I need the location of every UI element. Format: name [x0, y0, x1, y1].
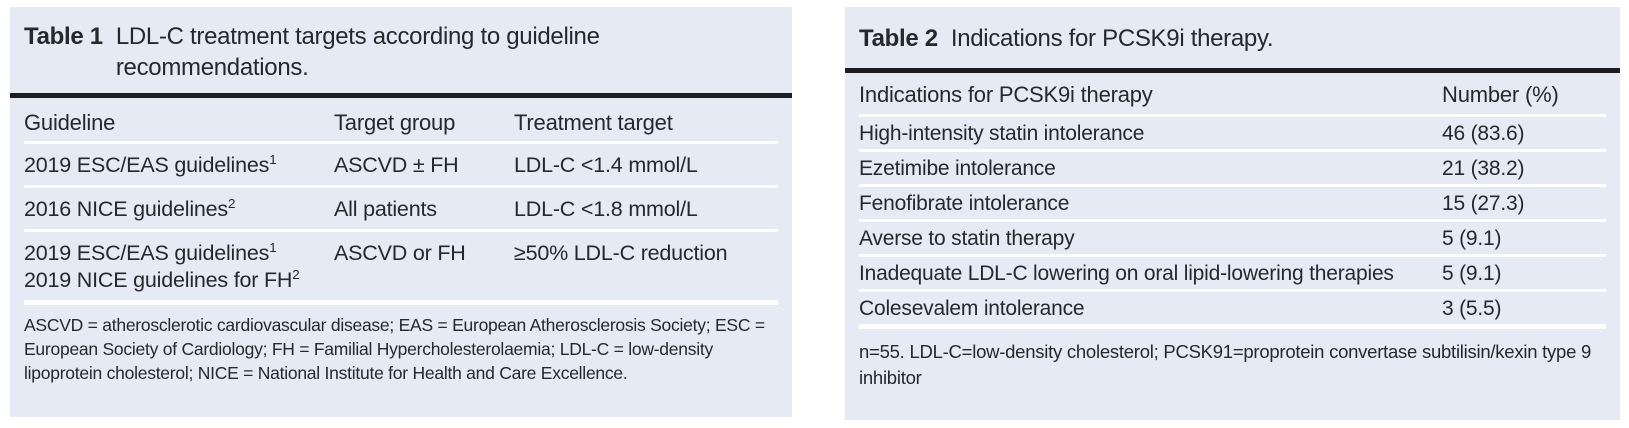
table2-top-rule: [845, 68, 1620, 73]
guideline-text: 2019 NICE guidelines for FH: [24, 268, 293, 292]
cell-guideline: 2016 NICE guidelines2: [24, 196, 334, 223]
cell-number: 15 (27.3): [1442, 192, 1525, 215]
guideline-text: 2019 ESC/EAS guidelines: [24, 153, 270, 177]
table-row: 2019 ESC/EAS guidelines1 ASCVD ± FH LDL-…: [24, 144, 778, 188]
cell-number: 21 (38.2): [1442, 157, 1525, 180]
cell-number: 5 (9.1): [1442, 227, 1502, 250]
table1-footnote: ASCVD = atherosclerotic cardiovascular d…: [24, 315, 765, 383]
column-header-treatment-target: Treatment target: [514, 110, 673, 135]
table-row: Ezetimibe intolerance 21 (38.2): [859, 152, 1606, 187]
table2-caption: Table 2 Indications for PCSK9i therapy.: [845, 7, 1620, 68]
guideline-text: 2019 ESC/EAS guidelines: [24, 241, 270, 265]
table-row: Inadequate LDL-C lowering on oral lipid-…: [859, 257, 1606, 292]
cell-target-group: ASCVD or FH: [334, 241, 466, 265]
table1-header-row: Guideline Target group Treatment target: [24, 98, 778, 144]
cell-treatment-target: LDL-C <1.8 mmol/L: [514, 197, 698, 221]
column-header-number: Number (%): [1442, 82, 1559, 107]
cell-guideline: 2019 ESC/EAS guidelines1: [24, 152, 334, 179]
table2-caption-label: Table 2: [859, 25, 938, 52]
column-header-guideline: Guideline: [24, 110, 116, 135]
table2-panel: Table 2 Indications for PCSK9i therapy. …: [845, 7, 1620, 420]
cell-number: 46 (83.6): [1442, 122, 1525, 145]
cell-indication: Inadequate LDL-C lowering on oral lipid-…: [859, 262, 1394, 285]
table-row: 2016 NICE guidelines2 All patients LDL-C…: [24, 188, 778, 232]
table-row: Averse to statin therapy 5 (9.1): [859, 222, 1606, 257]
cell-number: 3 (5.5): [1442, 297, 1502, 320]
citation-superscript: 2: [292, 266, 300, 282]
column-header-target-group: Target group: [334, 110, 456, 135]
cell-target-group: All patients: [334, 197, 437, 221]
cell-guideline: 2019 ESC/EAS guidelines1 2019 NICE guide…: [24, 240, 334, 294]
guideline-line: 2019 ESC/EAS guidelines1: [24, 240, 334, 267]
citation-superscript: 1: [269, 239, 277, 255]
cell-indication: Ezetimibe intolerance: [859, 157, 1056, 180]
cell-treatment-target: LDL-C <1.4 mmol/L: [514, 153, 698, 177]
table2-content: Indications for PCSK9i therapy Number (%…: [845, 73, 1620, 391]
cell-indication: Colesevalem intolerance: [859, 297, 1085, 320]
guideline-line: 2019 NICE guidelines for FH2: [24, 267, 334, 294]
table1-content: Guideline Target group Treatment target …: [10, 98, 792, 385]
cell-indication: Averse to statin therapy: [859, 227, 1075, 250]
table1-top-rule: [10, 93, 792, 98]
table2-footnote: n=55. LDL-C=low-density cholesterol; PCS…: [859, 341, 1592, 388]
table-row: High-intensity statin intolerance 46 (83…: [859, 117, 1606, 152]
table1-caption: Table 1 LDL-C treatment targets accordin…: [10, 7, 792, 93]
table2-caption-title: Indications for PCSK9i therapy.: [950, 25, 1274, 52]
table-row: Colesevalem intolerance 3 (5.5): [859, 292, 1606, 329]
guideline-text: 2016 NICE guidelines: [24, 197, 228, 221]
table1-caption-label: Table 1: [24, 23, 103, 50]
cell-treatment-target: ≥50% LDL-C reduction: [514, 241, 728, 265]
column-header-indications: Indications for PCSK9i therapy: [859, 82, 1153, 107]
citation-superscript: 1: [269, 151, 277, 167]
table-row: 2019 ESC/EAS guidelines1 2019 NICE guide…: [24, 232, 778, 305]
table1-panel: Table 1 LDL-C treatment targets accordin…: [10, 7, 792, 417]
table2-header-row: Indications for PCSK9i therapy Number (%…: [859, 73, 1606, 117]
cell-target-group: ASCVD ± FH: [334, 153, 459, 177]
cell-number: 5 (9.1): [1442, 262, 1502, 285]
citation-superscript: 2: [227, 195, 236, 211]
cell-indication: Fenofibrate intolerance: [859, 192, 1070, 215]
cell-indication: High-intensity statin intolerance: [859, 122, 1145, 145]
table-row: Fenofibrate intolerance 15 (27.3): [859, 187, 1606, 222]
table1-caption-title: LDL-C treatment targets according to gui…: [115, 23, 600, 81]
